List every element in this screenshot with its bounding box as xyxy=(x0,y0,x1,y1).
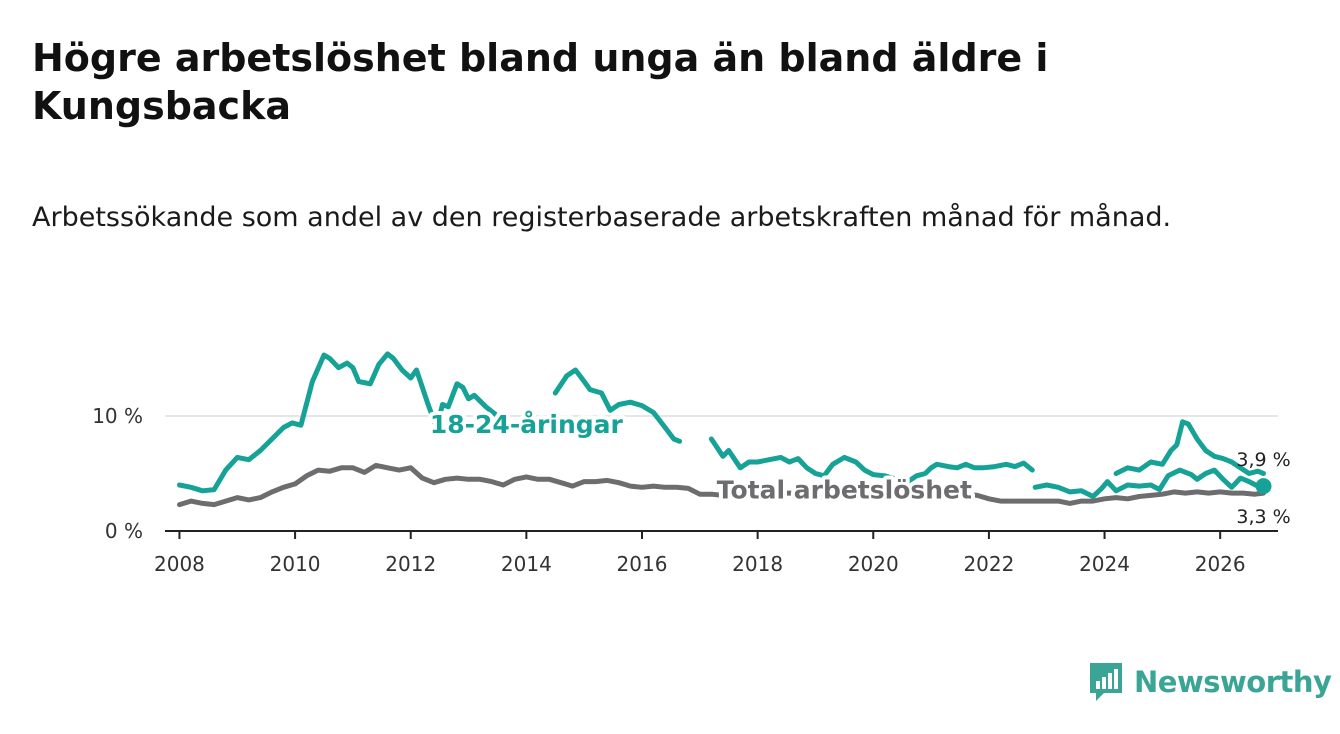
x-tick-label: 2018 xyxy=(732,552,783,576)
axes: 0 % 10 % 2008 2010 2012 2014 2016 2018 2020 2022 2… xyxy=(92,404,1278,576)
series-line xyxy=(708,436,1035,485)
x-tick-label: 2010 xyxy=(270,552,321,576)
series-labels: 3,9 % 3,3 % 18-24-åringar Total arbetslöshe… xyxy=(426,406,1291,528)
newsworthy-logo: Newsworthy xyxy=(1088,660,1332,704)
series-line xyxy=(177,462,1266,508)
series-name-label: Total arbetslöshet xyxy=(717,476,972,505)
end-value-label: 3,9 % xyxy=(1236,449,1290,471)
chart-subtitle: Arbetssökande som andel av den registerb… xyxy=(32,202,1172,233)
series-lines xyxy=(177,351,1272,508)
series-line xyxy=(1113,419,1266,476)
end-value-label: 3,3 % xyxy=(1236,506,1290,528)
x-tick-label: 2022 xyxy=(963,552,1014,576)
brand-name: Newsworthy xyxy=(1134,665,1332,699)
x-tick-label: 2020 xyxy=(848,552,899,576)
x-tick-label: 2012 xyxy=(385,552,436,576)
x-tick-label: 2026 xyxy=(1195,552,1246,576)
y-tick-label: 10 % xyxy=(92,404,143,428)
series-line xyxy=(552,367,683,444)
x-tick-label: 2008 xyxy=(154,552,205,576)
series-line xyxy=(1032,467,1266,499)
y-tick-label: 0 % xyxy=(105,519,143,543)
series-endpoint xyxy=(1255,478,1272,495)
x-tick-label: 2024 xyxy=(1079,552,1130,576)
series-line xyxy=(177,351,518,494)
chart-title: Högre arbetslöshet bland unga än bland ä… xyxy=(32,36,1049,128)
series-name-label: 18-24-åringar xyxy=(430,410,624,439)
x-tick-label: 2016 xyxy=(617,552,668,576)
bar-chart-speech-icon xyxy=(1090,663,1122,701)
x-tick-label: 2014 xyxy=(501,552,552,576)
